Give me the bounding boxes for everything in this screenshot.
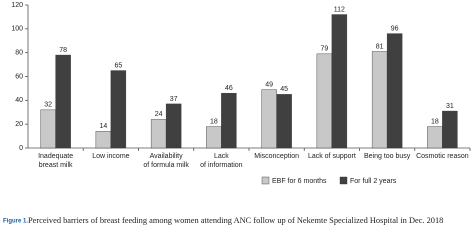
y-tick-label: 80	[15, 50, 23, 57]
value-label: 65	[114, 62, 122, 69]
bar	[386, 33, 403, 149]
bar	[316, 53, 333, 149]
bar	[427, 126, 443, 149]
caption: Perceived barriers of breast feeding amo…	[28, 216, 443, 225]
bar	[261, 89, 277, 149]
x-tick-label: Cosmotic reason	[416, 153, 469, 160]
bar	[110, 70, 127, 149]
bar	[150, 119, 167, 149]
value-label: 112	[334, 6, 345, 13]
value-label: 81	[376, 43, 384, 50]
bar	[276, 94, 292, 149]
bar	[40, 109, 56, 149]
legend-label: For full 2 years	[350, 178, 397, 185]
value-label: 24	[155, 111, 163, 118]
x-tick-label: Lack of support	[308, 153, 356, 160]
x-tick-label: Inadequate breast milk	[38, 153, 73, 169]
value-label: 45	[280, 86, 288, 93]
bar	[206, 126, 222, 149]
value-label: 49	[265, 81, 273, 88]
value-label: 46	[225, 85, 233, 92]
bar	[371, 51, 388, 149]
value-label: 79	[320, 46, 328, 53]
x-tick-label: Availability of formula milk	[143, 153, 189, 169]
bar	[55, 54, 71, 149]
value-label: 18	[210, 118, 218, 125]
y-tick-label: 60	[15, 73, 23, 80]
value-label: 31	[446, 103, 454, 110]
x-tick-label: Low income	[92, 153, 129, 160]
value-label: 37	[170, 96, 178, 103]
bar	[442, 110, 458, 149]
bar	[95, 131, 112, 149]
caption-label: Figure 1.	[3, 219, 28, 225]
bar	[165, 103, 182, 149]
bar	[221, 92, 237, 149]
value-label: 18	[431, 118, 439, 125]
legend-label: EBF for 6 months	[272, 178, 327, 185]
y-tick-label: 0	[19, 145, 23, 152]
y-tick-label: 20	[15, 121, 23, 128]
legend-swatch	[261, 176, 270, 185]
x-tick-label: Being too busy	[364, 153, 411, 160]
y-tick-label: 120	[11, 2, 23, 9]
x-tick-label: Lack of information	[200, 153, 243, 169]
chart: Figure 1. Perceived barriers of breast f…	[3, 2, 471, 225]
value-label: 96	[391, 25, 399, 32]
value-label: 78	[59, 47, 67, 54]
x-tick-label: Misconception	[254, 153, 299, 160]
y-tick-label: 40	[15, 97, 23, 104]
y-tick-label: 100	[11, 26, 23, 33]
legend-swatch	[339, 176, 348, 185]
bar	[331, 14, 348, 149]
value-label: 32	[44, 102, 52, 109]
value-label: 14	[99, 123, 107, 130]
